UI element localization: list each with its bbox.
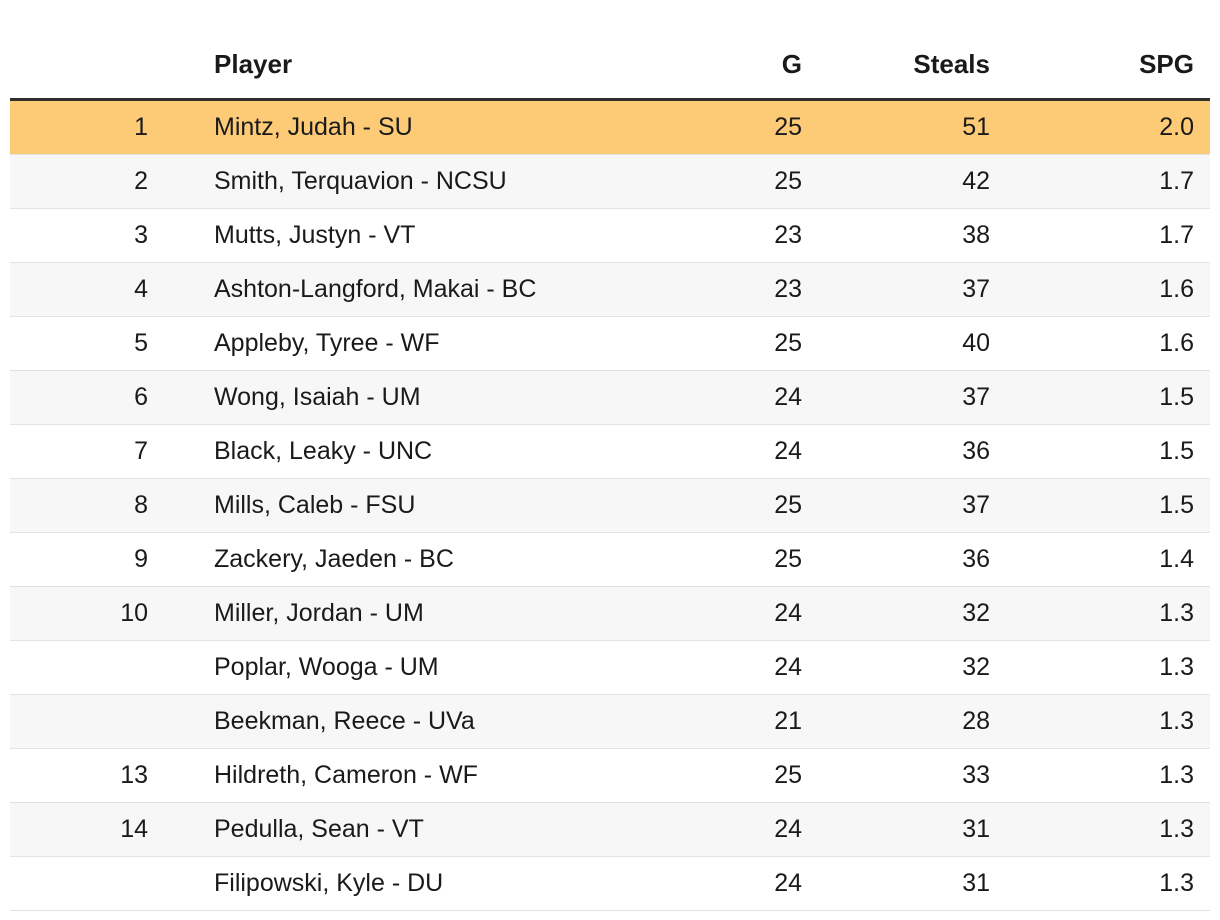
table-row: 5 Appleby, Tyree - WF 25 40 1.6 bbox=[10, 316, 1210, 371]
player-cell: Poplar, Wooga - UM bbox=[148, 640, 622, 695]
games-cell: 25 bbox=[622, 478, 802, 533]
player-cell: Appleby, Tyree - WF bbox=[148, 316, 622, 371]
spg-cell: 1.6 bbox=[990, 262, 1210, 317]
games-cell: 24 bbox=[622, 370, 802, 425]
header-player[interactable]: Player bbox=[148, 30, 622, 101]
games-cell: 24 bbox=[622, 586, 802, 641]
player-cell: Beekman, Reece - UVa bbox=[148, 694, 622, 749]
rank-cell: 3 bbox=[10, 208, 148, 263]
rank-cell: 7 bbox=[10, 424, 148, 479]
steals-cell: 33 bbox=[802, 748, 990, 803]
rank-cell: 6 bbox=[10, 370, 148, 425]
games-cell: 24 bbox=[622, 424, 802, 479]
header-row: Player G Steals SPG bbox=[10, 30, 1210, 101]
rank-cell: 9 bbox=[10, 532, 148, 587]
spg-cell: 1.3 bbox=[990, 640, 1210, 695]
rank-cell: 1 bbox=[10, 99, 148, 155]
player-cell: Smith, Terquavion - NCSU bbox=[148, 154, 622, 209]
player-cell: Hildreth, Cameron - WF bbox=[148, 748, 622, 803]
header-steals[interactable]: Steals bbox=[802, 30, 990, 101]
player-cell: Miller, Jordan - UM bbox=[148, 586, 622, 641]
header-spg[interactable]: SPG bbox=[990, 30, 1210, 101]
table-row: 2 Smith, Terquavion - NCSU 25 42 1.7 bbox=[10, 154, 1210, 209]
table-row: Filipowski, Kyle - DU 24 31 1.3 bbox=[10, 856, 1210, 911]
player-cell: Wong, Isaiah - UM bbox=[148, 370, 622, 425]
header-games[interactable]: G bbox=[622, 30, 802, 101]
steals-leaders-table: Player G Steals SPG 1 Mintz, Judah - SU 25… bbox=[10, 30, 1210, 911]
steals-cell: 51 bbox=[802, 99, 990, 155]
header-rank bbox=[10, 30, 148, 101]
table-row: 7 Black, Leaky - UNC 24 36 1.5 bbox=[10, 424, 1210, 479]
table-row: 1 Mintz, Judah - SU 25 51 2.0 bbox=[10, 99, 1210, 155]
player-cell: Mintz, Judah - SU bbox=[148, 99, 622, 155]
table-row: Poplar, Wooga - UM 24 32 1.3 bbox=[10, 640, 1210, 695]
rank-cell: 13 bbox=[10, 748, 148, 803]
spg-cell: 1.3 bbox=[990, 802, 1210, 857]
steals-cell: 37 bbox=[802, 370, 990, 425]
games-cell: 25 bbox=[622, 154, 802, 209]
rank-cell: 10 bbox=[10, 586, 148, 641]
rank-cell: 8 bbox=[10, 478, 148, 533]
player-cell: Ashton-Langford, Makai - BC bbox=[148, 262, 622, 317]
table-row: 6 Wong, Isaiah - UM 24 37 1.5 bbox=[10, 370, 1210, 425]
player-cell: Mills, Caleb - FSU bbox=[148, 478, 622, 533]
spg-cell: 1.7 bbox=[990, 154, 1210, 209]
games-cell: 24 bbox=[622, 802, 802, 857]
games-cell: 23 bbox=[622, 208, 802, 263]
spg-cell: 1.5 bbox=[990, 370, 1210, 425]
games-cell: 25 bbox=[622, 99, 802, 155]
spg-cell: 1.3 bbox=[990, 586, 1210, 641]
spg-cell: 2.0 bbox=[990, 99, 1210, 155]
table-row: 13 Hildreth, Cameron - WF 25 33 1.3 bbox=[10, 748, 1210, 803]
games-cell: 24 bbox=[622, 856, 802, 911]
player-cell: Black, Leaky - UNC bbox=[148, 424, 622, 479]
games-cell: 23 bbox=[622, 262, 802, 317]
table-row: 9 Zackery, Jaeden - BC 25 36 1.4 bbox=[10, 532, 1210, 587]
steals-cell: 32 bbox=[802, 586, 990, 641]
rank-cell bbox=[10, 694, 148, 749]
spg-cell: 1.3 bbox=[990, 694, 1210, 749]
spg-cell: 1.6 bbox=[990, 316, 1210, 371]
rank-cell: 4 bbox=[10, 262, 148, 317]
steals-cell: 31 bbox=[802, 856, 990, 911]
steals-cell: 36 bbox=[802, 532, 990, 587]
games-cell: 25 bbox=[622, 532, 802, 587]
spg-cell: 1.3 bbox=[990, 748, 1210, 803]
rank-cell bbox=[10, 856, 148, 911]
steals-cell: 32 bbox=[802, 640, 990, 695]
rank-cell: 14 bbox=[10, 802, 148, 857]
player-cell: Mutts, Justyn - VT bbox=[148, 208, 622, 263]
games-cell: 25 bbox=[622, 316, 802, 371]
spg-cell: 1.5 bbox=[990, 424, 1210, 479]
games-cell: 21 bbox=[622, 694, 802, 749]
table-row: 14 Pedulla, Sean - VT 24 31 1.3 bbox=[10, 802, 1210, 857]
games-cell: 25 bbox=[622, 748, 802, 803]
steals-cell: 28 bbox=[802, 694, 990, 749]
player-cell: Zackery, Jaeden - BC bbox=[148, 532, 622, 587]
steals-cell: 36 bbox=[802, 424, 990, 479]
steals-cell: 37 bbox=[802, 262, 990, 317]
player-cell: Filipowski, Kyle - DU bbox=[148, 856, 622, 911]
spg-cell: 1.4 bbox=[990, 532, 1210, 587]
rank-cell: 5 bbox=[10, 316, 148, 371]
table-row: 8 Mills, Caleb - FSU 25 37 1.5 bbox=[10, 478, 1210, 533]
steals-cell: 31 bbox=[802, 802, 990, 857]
table-row: 10 Miller, Jordan - UM 24 32 1.3 bbox=[10, 586, 1210, 641]
spg-cell: 1.5 bbox=[990, 478, 1210, 533]
spg-cell: 1.3 bbox=[990, 856, 1210, 911]
steals-cell: 37 bbox=[802, 478, 990, 533]
steals-cell: 40 bbox=[802, 316, 990, 371]
table-row: 4 Ashton-Langford, Makai - BC 23 37 1.6 bbox=[10, 262, 1210, 317]
spg-cell: 1.7 bbox=[990, 208, 1210, 263]
table-row: 3 Mutts, Justyn - VT 23 38 1.7 bbox=[10, 208, 1210, 263]
games-cell: 24 bbox=[622, 640, 802, 695]
steals-cell: 38 bbox=[802, 208, 990, 263]
player-cell: Pedulla, Sean - VT bbox=[148, 802, 622, 857]
rank-cell bbox=[10, 640, 148, 695]
table-row: Beekman, Reece - UVa 21 28 1.3 bbox=[10, 694, 1210, 749]
rank-cell: 2 bbox=[10, 154, 148, 209]
steals-cell: 42 bbox=[802, 154, 990, 209]
